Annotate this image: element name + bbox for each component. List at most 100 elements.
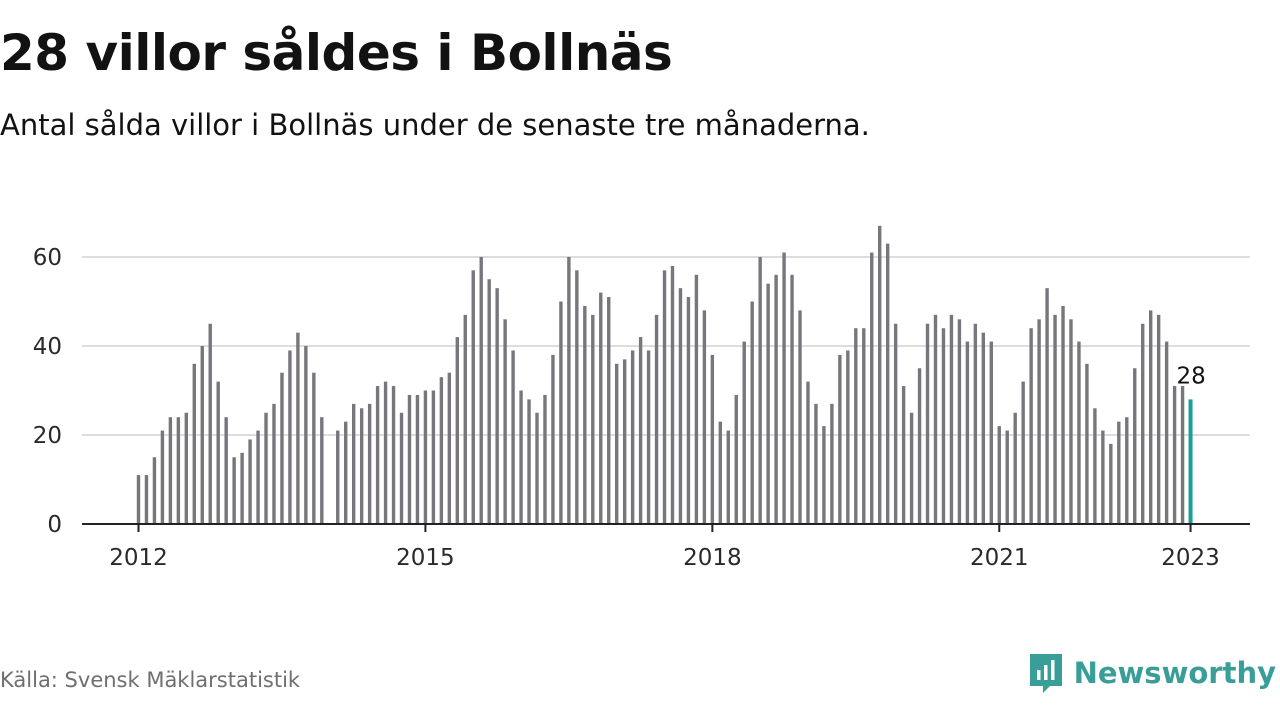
bar [885,243,890,524]
bar [638,337,643,524]
bar [152,457,157,524]
bar [495,288,499,524]
brand-logo[interactable]: Newsworthy [1028,652,1276,694]
bar [519,390,523,524]
bar [471,270,475,524]
bar [734,394,738,524]
bar [854,328,858,524]
bar [758,257,762,524]
bar [846,350,850,524]
bar [288,350,292,524]
bar [359,408,364,524]
bar [1172,386,1177,524]
bar [144,475,149,524]
x-tick-label-2012: 2012 [109,545,168,571]
bar [702,310,707,524]
bar [160,430,165,524]
bar [264,412,268,524]
bar [527,399,531,524]
bar [136,475,141,524]
bar [399,412,404,524]
bar [766,283,770,524]
bar [1069,319,1073,524]
bar [662,270,667,524]
bar [1037,319,1041,524]
bar [1029,328,1033,524]
bar [583,305,587,524]
bar [224,417,228,524]
bar [925,323,930,524]
bar [351,403,356,524]
bar [423,390,428,524]
bar [607,297,611,524]
bar [336,430,340,524]
bar [463,314,467,524]
chart-subtitle: Antal sålda villor i Bollnäs under de se… [0,108,870,142]
bar [543,394,547,524]
x-tick-label-2018: 2018 [683,545,742,571]
bar [686,297,691,524]
bar [415,394,420,524]
bar [1148,310,1153,524]
bar [1005,430,1009,524]
bar [591,314,595,524]
bar [957,319,962,524]
bar [893,323,898,524]
bar [941,328,946,524]
bar [678,288,683,524]
bar [559,301,563,524]
x-tick-label-2023: 2023 [1161,545,1220,571]
bar [1021,381,1025,524]
bar [630,350,635,524]
bar [1180,386,1185,524]
bar [622,359,627,524]
bar [1077,341,1081,524]
bar [216,381,220,524]
bar [1045,288,1049,524]
bar [870,252,874,525]
bar [551,354,555,524]
bar [862,328,866,524]
bar [439,377,444,524]
bar [790,274,794,524]
bar [782,252,786,525]
bar [391,386,396,524]
bar [989,341,993,524]
bar [838,354,842,524]
bar [599,292,603,524]
bar [822,426,826,524]
bar [455,337,459,524]
y-tick-label-20: 20 [33,423,62,449]
bar [535,412,539,524]
bar [1164,341,1169,524]
bar [654,314,659,524]
bar [615,363,619,524]
bar [312,372,316,524]
bar [830,403,834,524]
bar [1085,363,1089,524]
bar [726,430,730,524]
bar [240,452,244,524]
bar [447,372,452,524]
bar [806,381,810,524]
bar [670,265,675,524]
bar [646,350,651,524]
bar [1053,314,1057,524]
x-tick-label-2015: 2015 [396,545,455,571]
bar [168,417,173,524]
bar [503,319,507,524]
highlight-value-label: 28 [1177,363,1206,389]
bar [917,368,922,524]
bar [949,314,954,524]
bar [184,412,189,524]
highlight-bar [1188,399,1193,524]
y-tick-label-60: 60 [33,245,62,271]
bar [1061,305,1065,524]
bar [367,403,372,524]
bar [375,386,380,524]
bar-chart: 0 20 40 60 2012 2015 2018 2021 2023 28 [33,225,1250,571]
bar [208,323,212,524]
bar [575,270,579,524]
bar [256,430,260,524]
bar [901,386,906,524]
